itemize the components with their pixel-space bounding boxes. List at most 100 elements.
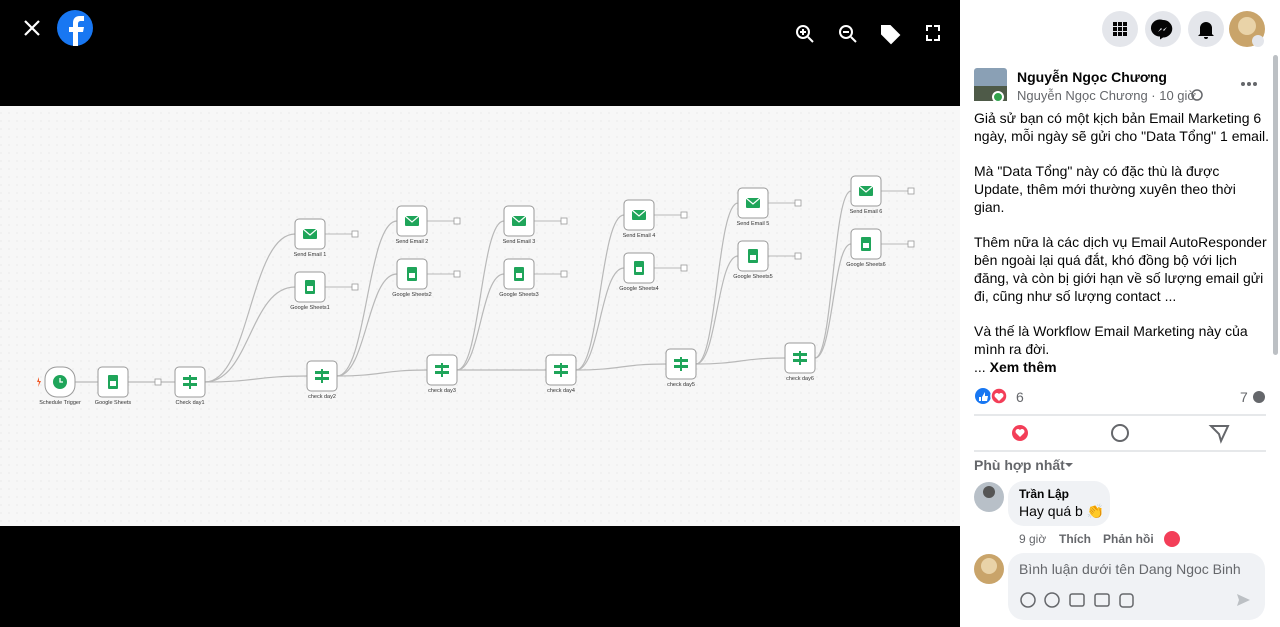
comment-reaction (1164, 531, 1180, 547)
sort-label[interactable]: Phù hợp nhất (974, 457, 1065, 473)
workflow-node: Send Email 5 (737, 187, 770, 227)
viewer-svg: Schedule Trigger Google Sheets Check day1 S… (0, 10, 960, 526)
if-bar (183, 383, 197, 386)
reaction-icons (975, 387, 1008, 405)
workflow-node: Google Sheets4 (619, 252, 659, 292)
add-node (351, 230, 359, 238)
post-paragraph: Mà "Data Tổng" này có đặc thù là được Up… (974, 163, 1236, 215)
if-bar (674, 365, 688, 368)
gif[interactable] (1094, 593, 1110, 607)
connection (575, 267, 625, 371)
node-label: Google Sheets5 (733, 274, 772, 280)
add-node (680, 264, 688, 272)
author-name[interactable]: Nguyễn Ngọc Chương (1017, 69, 1167, 85)
menu-button[interactable] (1102, 11, 1138, 47)
sheet-grid (750, 255, 756, 260)
node-label: check day4 (547, 388, 575, 394)
add-node (680, 211, 688, 219)
node-label: Send Email 5 (737, 221, 770, 227)
camera[interactable] (1069, 593, 1085, 607)
if-icon (189, 375, 191, 389)
close-button[interactable] (24, 20, 40, 36)
zoom-out[interactable] (839, 25, 857, 43)
workflow-node: Send Email 2 (396, 205, 428, 245)
workflow-node: Google Sheets2 (392, 258, 432, 298)
share-button[interactable] (1208, 425, 1230, 444)
more-options[interactable] (1241, 82, 1257, 86)
if-bar (435, 371, 449, 374)
workflow-node: check day5 (665, 348, 697, 388)
email-flap (858, 185, 874, 193)
comment-bubble (1008, 481, 1110, 526)
if-bar (183, 377, 197, 380)
profile-avatar[interactable] (1229, 11, 1265, 47)
comment-count-icon (1253, 391, 1265, 403)
if-bar (435, 365, 449, 368)
tag[interactable] (881, 25, 901, 45)
input-placeholder: Bình luận dưới tên Dang Ngoc Binh (1019, 561, 1241, 577)
love-button[interactable] (1012, 425, 1028, 441)
node-label: Google Sheets3 (499, 292, 538, 298)
comment-author[interactable]: Trần Lập (1019, 487, 1070, 501)
comment-button[interactable] (1111, 424, 1129, 442)
node-label: Send Email 1 (294, 252, 327, 258)
if-bar (315, 371, 329, 374)
if-icon (680, 357, 682, 371)
my-avatar (974, 554, 1004, 584)
workflow: Schedule Trigger Google Sheets Check day1 S… (37, 175, 915, 406)
connection (695, 357, 786, 365)
post-paragraph: Và thế là Workflow Email Marketing này c… (974, 323, 1248, 357)
if-bar (674, 359, 688, 362)
workflow-node: check day2 (306, 360, 338, 400)
workflow-node: Google Sheets6 (846, 228, 886, 268)
send[interactable] (1237, 594, 1250, 606)
post-meta: Nguyễn Ngọc Chương · 10 giờ (1017, 88, 1196, 103)
author-avatar[interactable] (974, 68, 1007, 103)
connection (336, 220, 398, 377)
notifications-button[interactable] (1188, 11, 1224, 47)
reply-link[interactable]: Phản hồi (1103, 532, 1154, 546)
email-flap (404, 215, 420, 223)
workflow-node: Google Sheets5 (733, 240, 773, 280)
if-icon (560, 363, 562, 377)
if-icon (321, 369, 323, 383)
scrollbar (1273, 55, 1278, 355)
add-node (154, 378, 162, 386)
messenger-button[interactable] (1145, 11, 1181, 47)
node-label: check day6 (786, 376, 814, 382)
email-flap (302, 228, 318, 236)
node-label: Send Email 4 (623, 233, 656, 239)
input-tools (1020, 592, 1250, 608)
avatar-sticker[interactable] (1020, 592, 1036, 608)
zoom-in[interactable] (796, 25, 814, 43)
workflow-node: Send Email 4 (623, 199, 656, 239)
sticker[interactable] (1119, 593, 1134, 608)
add-node (907, 187, 915, 195)
see-more[interactable]: Xem thêm (989, 359, 1057, 375)
connection (456, 273, 505, 371)
add-node (907, 240, 915, 248)
comment-count[interactable]: 7 (1240, 389, 1248, 405)
facebook-logo[interactable] (57, 10, 93, 46)
comment-input[interactable] (1008, 553, 1265, 620)
node-label: Google Sheets (95, 400, 132, 406)
photo-viewer: Schedule Trigger Google Sheets Check day1 S… (0, 0, 960, 627)
clock-hands (59, 378, 63, 383)
if-bar (554, 371, 568, 374)
fullscreen[interactable] (926, 25, 940, 41)
reaction-count[interactable]: 6 (1016, 389, 1024, 405)
post-paragraph: Giả sử bạn có một kịch bản Email Marketi… (974, 110, 1270, 144)
connection (204, 286, 296, 383)
email-flap (511, 215, 527, 223)
node-label: Check day1 (175, 400, 204, 406)
globe-icon (1191, 89, 1203, 101)
sort-caret (1065, 463, 1073, 467)
like-link[interactable]: Thích (1059, 532, 1091, 546)
grid (0, 106, 960, 526)
connection (814, 190, 852, 359)
emoji[interactable] (1044, 592, 1060, 608)
node-label: Google Sheets4 (619, 286, 658, 292)
connection (575, 214, 625, 371)
add-node (794, 252, 802, 260)
node-label: check day5 (667, 382, 695, 388)
